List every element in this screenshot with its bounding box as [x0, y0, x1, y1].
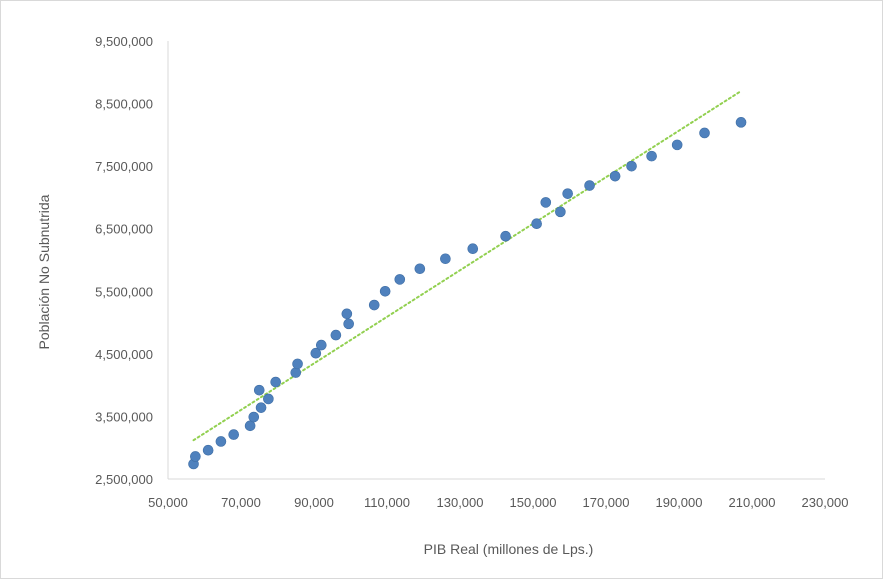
data-point — [343, 318, 354, 330]
data-point — [562, 188, 573, 199]
data-point — [255, 402, 267, 413]
x-tick-label: 210,000 — [729, 495, 776, 510]
x-tick-label: 130,000 — [437, 495, 484, 510]
points-layer — [188, 117, 747, 470]
data-point — [646, 150, 657, 162]
data-point — [626, 160, 637, 172]
x-tick-label: 190,000 — [656, 495, 703, 510]
x-tick-label: 50,000 — [148, 495, 188, 510]
y-tick-labels: 2,500,000 3,500,000 4,500,000 5,500,000 6,50… — [95, 34, 153, 487]
trendline-layer — [192, 90, 743, 442]
data-point — [248, 411, 260, 423]
data-point — [540, 197, 552, 208]
trendline — [192, 90, 743, 442]
y-tick-label: 6,500,000 — [95, 222, 153, 237]
x-axis-title: PIB Real (millones de Lps.) — [424, 541, 594, 557]
x-tick-label: 230,000 — [802, 495, 849, 510]
y-tick-label: 2,500,000 — [95, 472, 153, 487]
y-tick-label: 5,500,000 — [95, 284, 153, 299]
data-point — [215, 436, 227, 447]
data-point — [440, 253, 451, 265]
data-point — [315, 339, 327, 351]
data-point — [609, 170, 621, 182]
data-point — [263, 393, 274, 405]
data-point — [228, 429, 239, 440]
data-point — [735, 117, 747, 128]
y-tick-label: 9,500,000 — [95, 34, 153, 49]
data-point — [584, 180, 595, 191]
data-point — [467, 243, 479, 255]
y-tick-label: 7,500,000 — [95, 159, 153, 174]
x-tick-label: 170,000 — [583, 495, 630, 510]
data-point — [368, 299, 380, 311]
y-axis-title: Población No Subnutrida — [36, 194, 52, 349]
x-tick-label: 150,000 — [510, 495, 557, 510]
x-tick-label: 110,000 — [364, 495, 410, 510]
data-point — [699, 127, 710, 139]
x-tick-labels: 50,000 70,000 90,000 110,000 130,000 150,000 1… — [148, 495, 848, 510]
x-tick-label: 70,000 — [221, 495, 261, 510]
y-tick-label: 8,500,000 — [95, 97, 153, 112]
data-point — [190, 451, 201, 462]
data-point — [555, 206, 566, 218]
y-tick-label: 4,500,000 — [95, 347, 153, 362]
data-point — [500, 230, 511, 242]
axes — [167, 41, 825, 480]
data-point — [414, 263, 426, 275]
data-point — [379, 285, 391, 297]
x-tick-label: 90,000 — [294, 495, 334, 510]
data-point — [310, 347, 322, 359]
data-point — [394, 274, 406, 285]
data-point — [531, 218, 542, 230]
data-point — [671, 139, 683, 151]
data-point — [253, 384, 265, 396]
data-point — [330, 329, 342, 341]
y-tick-label: 3,500,000 — [95, 409, 153, 424]
data-point — [292, 358, 303, 370]
data-point — [202, 444, 214, 456]
data-point — [270, 376, 281, 388]
data-point — [341, 308, 353, 320]
data-point — [290, 367, 302, 378]
